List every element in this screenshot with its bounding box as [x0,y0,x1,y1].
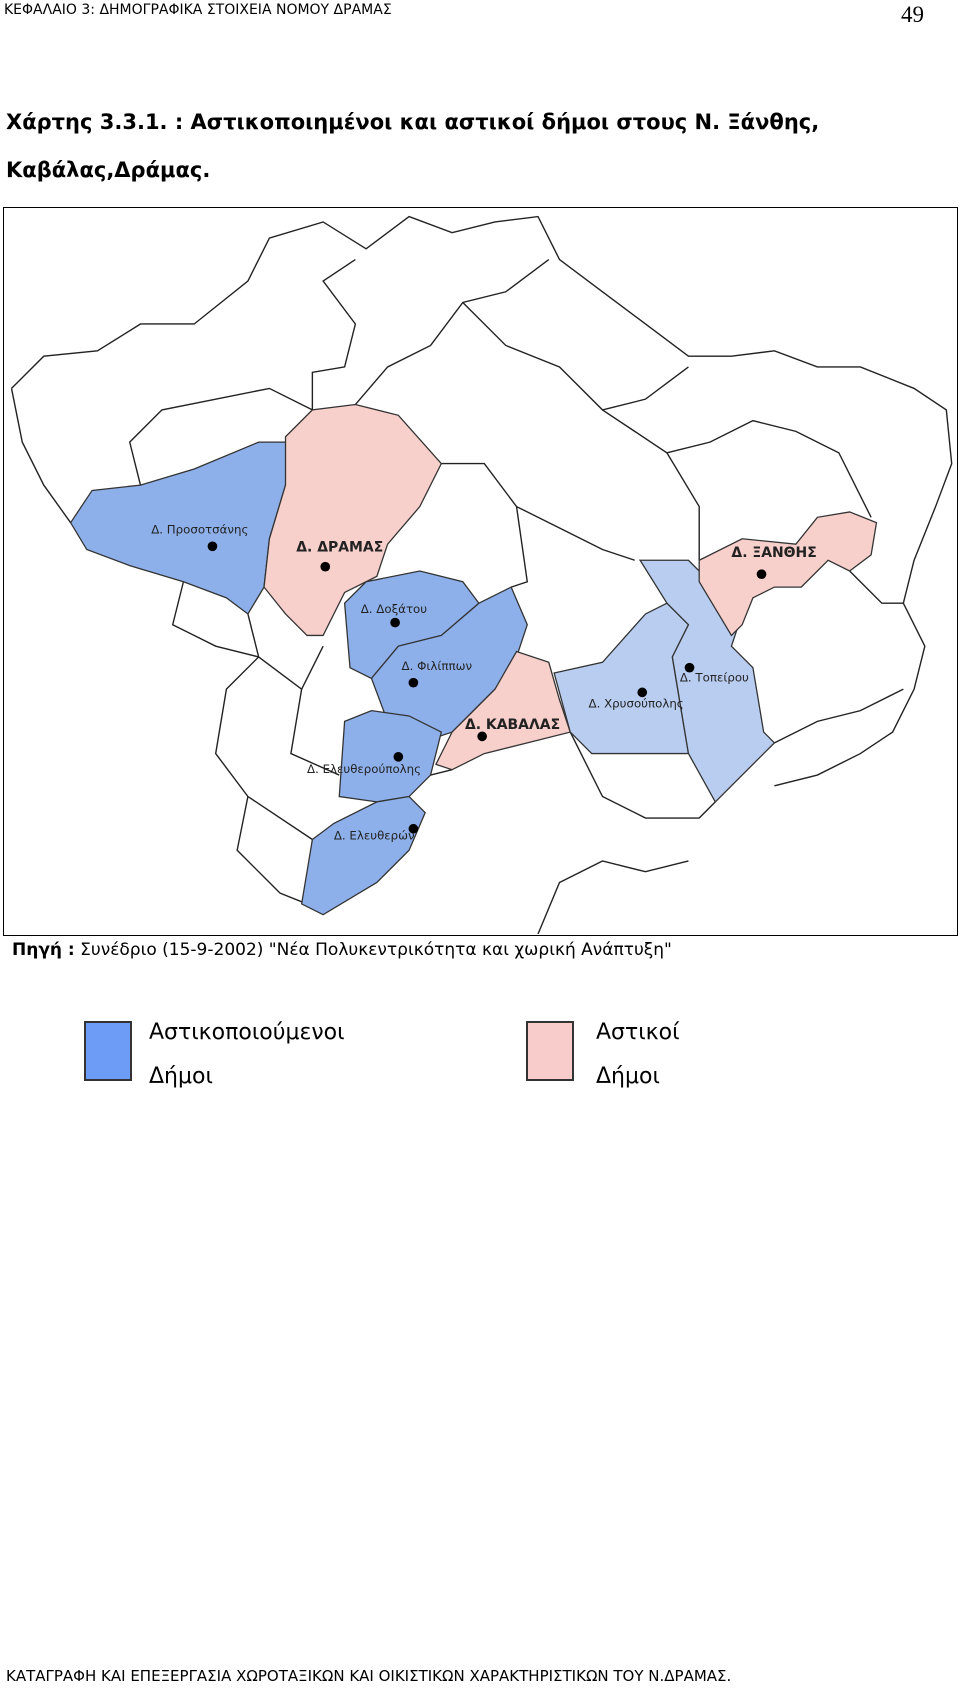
map-label: Δ. Φιλίππων [402,659,473,673]
map-label: Δ. ΞΑΝΘΗΣ [731,545,816,561]
map-label: Δ. ΚΑΒΑΛΑΣ [465,717,560,733]
source-text: Συνέδριο (15-9-2002) "Νέα Πολυκεντρικότη… [80,940,672,960]
legend-label: Αστικοποιούμενοι [149,1020,345,1045]
source-label: Πηγή : [12,940,75,960]
town-dot [320,561,331,572]
legend-label: Δήμοι [596,1064,660,1089]
page-footer: ΚΑΤΑΓΡΑΦΗ ΚΑΙ ΕΠΕΞΕΡΓΑΣΙΑ ΧΩΡΟΤΑΞΙΚΩΝ ΚΑ… [6,1667,732,1685]
town-dot [393,751,404,762]
town-dot [756,569,767,580]
town-dot [637,687,648,698]
page-number: 49 [901,2,924,27]
map-label: Δ. Ελευθερούπολης [307,762,421,776]
map-label: Δ. ΔΡΑΜΑΣ [296,540,383,556]
figure-title: Καβάλας,Δράμας. [6,158,211,182]
source-note: Πηγή : Συνέδριο (15-9-2002) "Νέα Πολυκεν… [12,940,672,960]
map-label: Δ. Χρυσούπολης [589,696,684,710]
town-dot [390,617,400,628]
legend-swatch [84,1021,132,1081]
chapter-header: ΚΕΦΑΛΑΙΟ 3: ΔΗΜΟΓΡΑΦΙΚΑ ΣΤΟΙΧΕΙΑ ΝΟΜΟΥ Δ… [4,2,392,18]
map-label: Δ. Δοξάτου [361,602,428,616]
town-dot [684,662,695,673]
town-dot [408,823,419,834]
town-dot [408,677,419,688]
town-dot [207,541,218,552]
town-dot [477,731,487,742]
legend-swatch [526,1021,574,1081]
map-label: Δ. Ελευθερών [334,828,415,842]
map-label: Δ. Προσοτσάνης [151,522,248,536]
map-frame: Δ. Προσοτσάνης Δ. ΔΡΑΜΑΣ Δ. Δοξάτου Δ. Φιλί… [3,207,958,936]
legend-label: Αστικοί [596,1020,680,1045]
figure-title: Χάρτης 3.3.1. : Αστικοποιημένοι και αστι… [6,110,820,134]
legend-label: Δήμοι [149,1064,213,1089]
map: Δ. Προσοτσάνης Δ. ΔΡΑΜΑΣ Δ. Δοξάτου Δ. Φιλί… [10,215,953,935]
map-label: Δ. Τοπείρου [680,671,749,685]
